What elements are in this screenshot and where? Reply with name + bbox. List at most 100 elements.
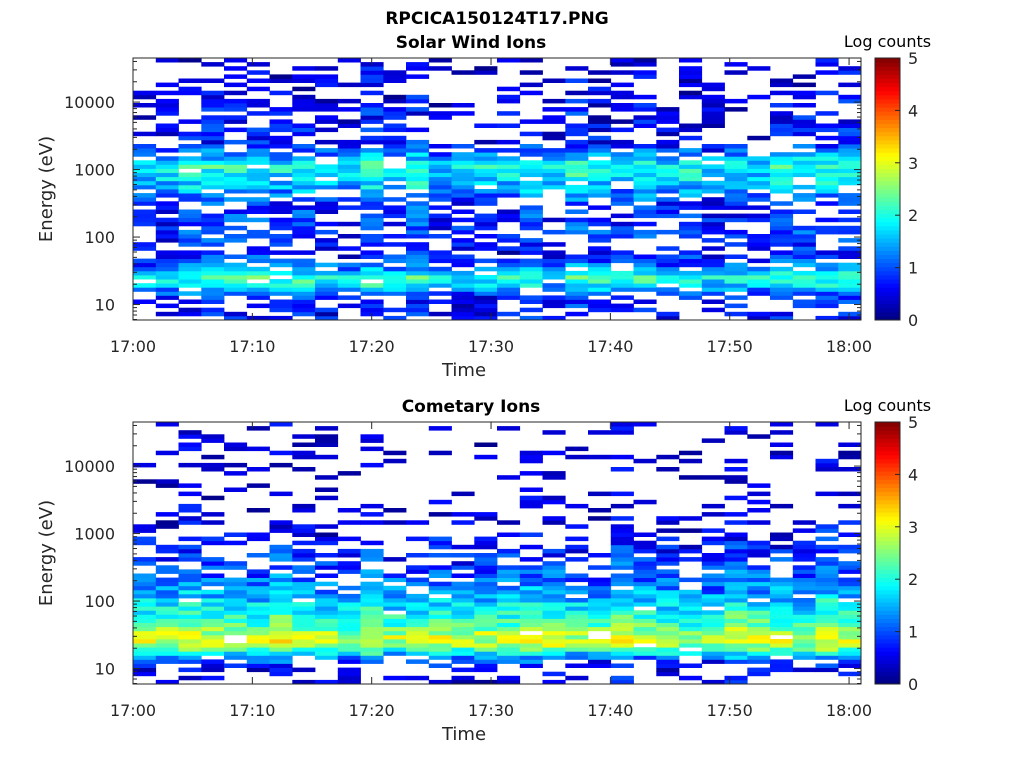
heatmap-cell bbox=[428, 279, 452, 284]
heatmap-cell bbox=[770, 536, 794, 542]
heatmap-cell bbox=[519, 307, 543, 313]
heatmap-cell bbox=[383, 577, 407, 583]
colorbar-step bbox=[875, 78, 900, 84]
heatmap-cell bbox=[360, 135, 384, 141]
heatmap-cell bbox=[292, 548, 316, 554]
heatmap-cell bbox=[838, 491, 862, 497]
heatmap-cell bbox=[792, 655, 816, 660]
heatmap-cell bbox=[428, 270, 452, 276]
heatmap-cell bbox=[269, 667, 293, 673]
heatmap-cell bbox=[770, 250, 794, 255]
heatmap-cell bbox=[633, 270, 657, 276]
heatmap-cell bbox=[337, 148, 361, 153]
heatmap-cell bbox=[337, 275, 361, 280]
colorbar-step bbox=[875, 651, 900, 656]
heatmap-cell bbox=[406, 254, 430, 259]
heatmap-cell bbox=[519, 602, 543, 607]
heatmap-cell bbox=[633, 602, 657, 607]
heatmap-cell bbox=[679, 643, 703, 648]
heatmap-cell bbox=[451, 229, 475, 235]
heatmap-cell bbox=[497, 593, 521, 599]
heatmap-cell bbox=[451, 643, 475, 648]
heatmap-cell bbox=[565, 127, 589, 133]
heatmap-cell bbox=[451, 520, 475, 525]
heatmap-cell bbox=[133, 557, 157, 562]
heatmap-cell bbox=[792, 168, 816, 173]
heatmap-cell bbox=[497, 639, 521, 644]
heatmap-cell bbox=[724, 311, 748, 317]
heatmap-cell bbox=[246, 234, 270, 239]
heatmap-cell bbox=[519, 569, 543, 574]
colorbar-step bbox=[875, 98, 900, 104]
heatmap-cell bbox=[360, 503, 384, 509]
heatmap-cell bbox=[292, 643, 316, 648]
heatmap-cell bbox=[588, 655, 612, 660]
heatmap-cell bbox=[747, 238, 771, 243]
heatmap-cell bbox=[178, 78, 202, 83]
heatmap-cell bbox=[701, 307, 725, 313]
heatmap-cell bbox=[792, 250, 816, 255]
heatmap-cell bbox=[792, 238, 816, 243]
heatmap-cell bbox=[224, 561, 248, 566]
heatmap-cell bbox=[451, 614, 475, 619]
heatmap-cell bbox=[178, 180, 202, 186]
colorbar-step bbox=[875, 585, 900, 591]
heatmap-cell bbox=[497, 180, 521, 186]
heatmap-cell bbox=[292, 287, 316, 292]
heatmap-cell bbox=[588, 119, 612, 124]
heatmap-cell bbox=[451, 270, 475, 276]
heatmap-cell bbox=[201, 626, 225, 632]
heatmap-cell bbox=[269, 589, 293, 595]
heatmap-cell bbox=[747, 614, 771, 619]
heatmap-cell bbox=[838, 66, 862, 71]
colorbar-step bbox=[875, 663, 900, 669]
heatmap-cell bbox=[428, 585, 452, 591]
heatmap-cell bbox=[588, 123, 612, 128]
heatmap-cell bbox=[474, 593, 498, 599]
heatmap-cell bbox=[337, 630, 361, 636]
colorbar-label: Log counts bbox=[844, 32, 931, 51]
heatmap-cell bbox=[474, 585, 498, 591]
heatmap-cell bbox=[792, 287, 816, 292]
heatmap-cell bbox=[383, 458, 407, 464]
heatmap-cell bbox=[178, 250, 202, 255]
heatmap-cell bbox=[201, 536, 225, 542]
heatmap-cell bbox=[178, 58, 202, 63]
heatmap-cell bbox=[292, 557, 316, 562]
heatmap-cell bbox=[315, 647, 339, 652]
colorbar-step bbox=[875, 164, 900, 170]
heatmap-cell bbox=[747, 205, 771, 210]
heatmap-cell bbox=[792, 540, 816, 546]
heatmap-cell bbox=[178, 483, 202, 488]
x-tick-label: 17:20 bbox=[349, 701, 395, 720]
heatmap-cell bbox=[497, 139, 521, 145]
heatmap-cell bbox=[451, 491, 475, 497]
heatmap-cell bbox=[497, 86, 521, 92]
colorbar-tick-label: 1 bbox=[908, 623, 918, 642]
heatmap-cell bbox=[724, 479, 748, 484]
heatmap-cell bbox=[747, 671, 771, 677]
heatmap-cell bbox=[383, 254, 407, 259]
x-tick-label: 17:20 bbox=[349, 337, 395, 356]
heatmap-cell bbox=[610, 193, 634, 198]
heatmap-cell bbox=[838, 467, 862, 472]
heatmap-cell bbox=[588, 258, 612, 264]
heatmap-cell bbox=[201, 467, 225, 472]
heatmap-cell bbox=[383, 258, 407, 264]
heatmap-cell bbox=[724, 548, 748, 554]
heatmap-cell bbox=[519, 544, 543, 550]
colorbar-tick-label: 3 bbox=[908, 154, 918, 173]
heatmap-cell bbox=[542, 630, 566, 636]
heatmap-cell bbox=[269, 123, 293, 128]
colorbar-step bbox=[875, 553, 900, 558]
heatmap-cell bbox=[497, 94, 521, 100]
heatmap-cell bbox=[337, 266, 361, 272]
heatmap-cell bbox=[269, 299, 293, 304]
heatmap-cell bbox=[201, 266, 225, 272]
heatmap-cell bbox=[679, 180, 703, 186]
heatmap-cell bbox=[451, 651, 475, 656]
heatmap-cell bbox=[315, 679, 339, 685]
heatmap-cell bbox=[633, 258, 657, 264]
heatmap-cell bbox=[610, 303, 634, 309]
heatmap-cell bbox=[633, 458, 657, 464]
